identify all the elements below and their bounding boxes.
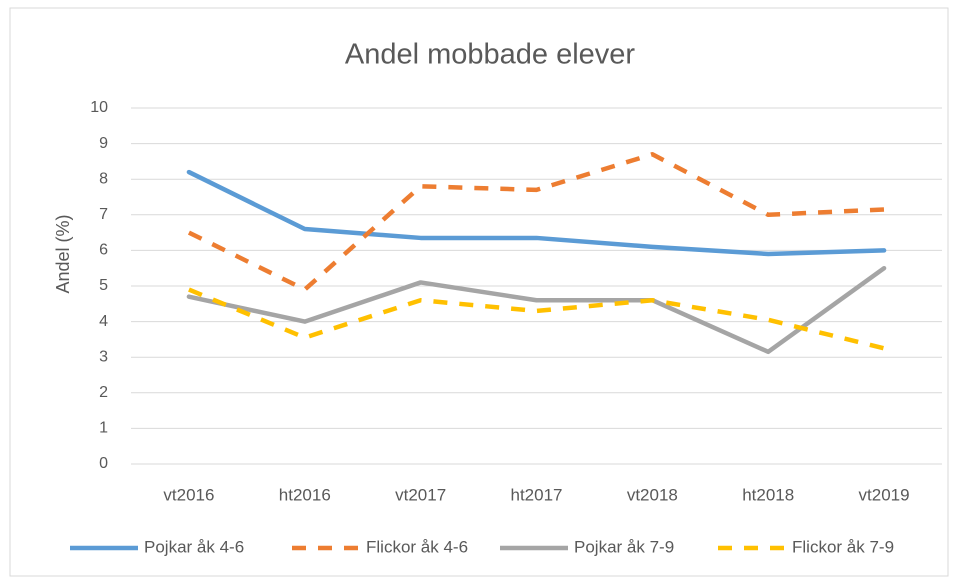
series-line <box>187 152 885 292</box>
y-tick-label: 4 <box>99 313 108 330</box>
x-tick-label: ht2016 <box>279 485 331 504</box>
chart-title: Andel mobbade elever <box>345 39 636 71</box>
x-tick-label: vt2018 <box>627 485 678 504</box>
y-tick-label: 3 <box>99 348 108 365</box>
legend-label: Flickor åk 4-6 <box>366 537 468 556</box>
series-line <box>186 169 887 257</box>
y-tick-label: 10 <box>90 99 108 116</box>
y-tick-label: 7 <box>99 206 108 223</box>
legend-label: Pojkar åk 7-9 <box>574 537 674 556</box>
x-tick-label: ht2018 <box>742 485 794 504</box>
x-tick-label: vt2019 <box>859 485 910 504</box>
y-tick-label: 5 <box>99 277 108 294</box>
y-tick-label: 1 <box>99 420 108 437</box>
legend-label: Pojkar åk 4-6 <box>144 537 244 556</box>
x-tick-label: ht2017 <box>511 485 563 504</box>
y-axis-label: Andel (%) <box>53 214 73 293</box>
y-tick-label: 9 <box>99 135 108 152</box>
x-tick-label: vt2016 <box>163 485 214 504</box>
y-tick-label: 2 <box>99 384 108 401</box>
legend-label: Flickor åk 7-9 <box>792 537 894 556</box>
series-line <box>186 265 887 355</box>
y-tick-label: 0 <box>99 455 108 472</box>
x-tick-label: vt2017 <box>395 485 446 504</box>
y-tick-label: 6 <box>99 242 108 259</box>
y-tick-label: 8 <box>99 170 108 187</box>
